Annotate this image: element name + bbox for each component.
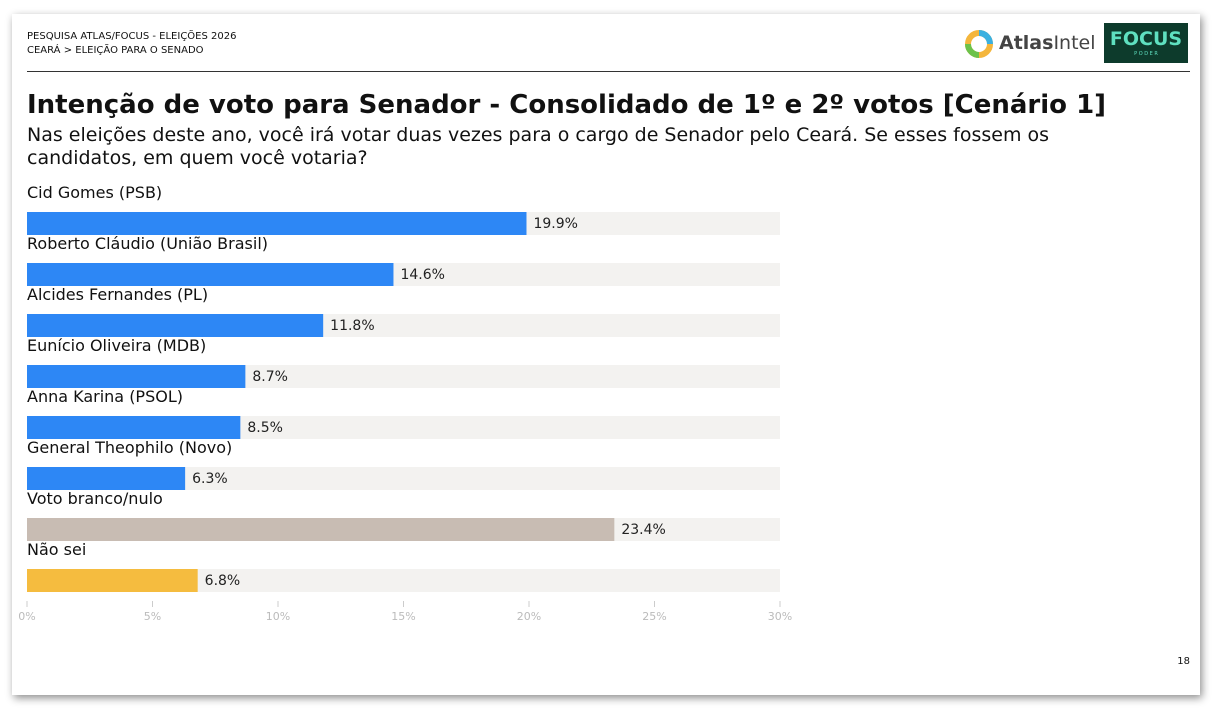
- value-label: 14.6%: [400, 267, 444, 283]
- header-line: PESQUISA ATLAS/FOCUS - ELEIÇÕES 2026: [27, 31, 237, 42]
- x-tick-label: 20%: [517, 610, 541, 623]
- bar: [27, 416, 241, 439]
- focus-text: FOCUS: [1109, 28, 1183, 50]
- chart-title: Intenção de voto para Senador - Consolid…: [27, 90, 1107, 120]
- focus-logo: FOCUS P O D E R: [1104, 23, 1188, 63]
- bar: [27, 263, 394, 286]
- atlas-light: Intel: [1053, 32, 1096, 54]
- category-label: Eunício Oliveira (MDB): [27, 336, 206, 355]
- atlas-logo: AtlasIntel: [999, 32, 1096, 54]
- value-label: 6.3%: [192, 471, 228, 487]
- value-label: 11.8%: [330, 318, 374, 334]
- atlas-ring-part: [978, 30, 993, 45]
- x-tick-label: 15%: [391, 610, 415, 623]
- bar: [27, 212, 527, 235]
- bar-track: [27, 467, 780, 490]
- atlas-bold: Atlas: [999, 32, 1054, 54]
- bar: [27, 467, 186, 490]
- value-label: 6.8%: [205, 573, 241, 589]
- bar: [27, 569, 198, 592]
- x-tick-label: 0%: [18, 610, 35, 623]
- bar: [27, 518, 615, 541]
- category-label: Alcides Fernandes (PL): [27, 285, 208, 304]
- category-label: Não sei: [27, 540, 86, 559]
- bar: [27, 365, 246, 388]
- header-rule: [27, 71, 1190, 72]
- bar-track: [27, 569, 780, 592]
- category-label: Cid Gomes (PSB): [27, 183, 162, 202]
- x-tick-label: 5%: [144, 610, 161, 623]
- x-tick-label: 10%: [266, 610, 290, 623]
- value-label: 23.4%: [621, 522, 665, 538]
- value-label: 8.5%: [247, 420, 283, 436]
- bar: [27, 314, 324, 337]
- atlas-icon: [965, 30, 993, 58]
- page-number: 18: [1177, 656, 1190, 667]
- category-label: General Theophilo (Novo): [27, 438, 232, 457]
- category-label: Anna Karina (PSOL): [27, 387, 183, 406]
- header-line: CEARÁ > ELEIÇÃO PARA O SENADO: [27, 45, 204, 56]
- value-label: 19.9%: [533, 216, 577, 232]
- category-label: Roberto Cláudio (União Brasil): [27, 234, 268, 253]
- atlas-ring-part: [965, 43, 980, 58]
- chart-subtitle: Nas eleições deste ano, você irá votar d…: [27, 124, 1050, 169]
- category-label: Voto branco/nulo: [27, 489, 163, 508]
- focus-sub: P O D E R: [1134, 51, 1158, 57]
- value-label: 8.7%: [252, 369, 288, 385]
- x-tick-label: 30%: [768, 610, 792, 623]
- x-tick-label: 25%: [642, 610, 666, 623]
